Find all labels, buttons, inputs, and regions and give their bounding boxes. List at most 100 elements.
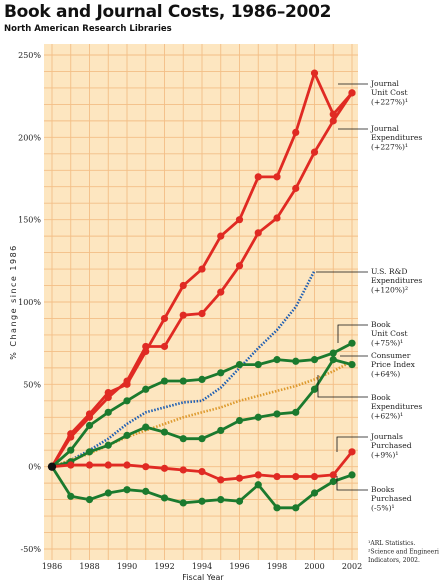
series-annotation: Expenditures [371,276,422,285]
series-annotation: Expenditures [371,402,422,411]
annotation-leader [337,324,368,343]
series-annotation: Journals [370,432,403,441]
annotation-leader [336,476,368,491]
data-point [217,288,225,296]
x-tick-label: 1992 [154,562,174,571]
y-tick-label: 50% [23,380,41,389]
footnote: ¹ARL Statistics. [368,540,415,547]
data-point [273,410,281,418]
data-point [160,428,169,436]
data-point [273,504,281,512]
data-point [142,385,150,393]
y-axis-label: % Change since 1986 [9,244,18,360]
data-point [123,377,131,385]
series-annotation: Purchased [371,494,412,503]
data-point [292,357,300,365]
series-annotation: Unit Cost [371,88,408,97]
data-point [85,496,94,504]
x-tick-label: 1998 [267,562,287,571]
x-tick-label: 2000 [304,562,324,571]
data-point [329,349,337,357]
data-point [85,461,94,469]
data-point [179,466,187,474]
data-point [310,489,319,497]
footnote: Indicators, 2002. [368,557,420,564]
data-point [329,471,337,479]
series-line [51,270,316,468]
series-annotation: Journal [370,124,400,133]
y-tick-label: 100% [18,298,41,307]
data-point [179,499,187,507]
data-point [273,214,281,222]
data-point [104,393,112,402]
data-point [292,504,300,512]
x-tick-label: 2002 [342,562,362,571]
data-point [217,496,225,504]
data-point [179,311,187,319]
footnote: ²Science and Engineering [368,549,439,556]
x-tick-label: 1994 [192,562,212,571]
data-point [292,184,300,192]
data-point [67,461,75,469]
data-point [160,377,169,385]
data-point [348,448,356,456]
series-annotation: (+75%)¹ [371,338,403,347]
data-point [235,416,244,425]
data-point [85,448,94,456]
x-tick-label: 1996 [229,562,249,571]
data-point [235,262,244,270]
data-point [123,431,131,439]
data-point [310,385,319,393]
series-annotation: Unit Cost [371,329,408,338]
series-annotation: (+9%)¹ [371,450,398,459]
data-point [198,309,206,318]
x-tick-label: 1988 [79,562,99,571]
data-point [235,360,244,369]
data-point [198,497,206,505]
y-tick-label: 250% [18,51,41,60]
data-point [123,486,131,494]
data-point [310,472,319,481]
chart-subtitle: North American Research Libraries [4,24,172,34]
series-annotation: (+64%) [371,369,400,378]
data-point [235,474,244,482]
y-tick-label: 200% [18,133,41,142]
data-point [142,342,150,351]
data-point [273,173,281,181]
data-point [329,477,337,486]
data-point [85,421,94,430]
data-point [254,360,262,369]
series-annotation: Expenditures [371,133,422,142]
series-annotation: Consumer [371,351,411,360]
series-annotation: (+227%)¹ [371,142,408,151]
data-point [104,441,112,449]
series-annotation: Price Index [371,360,416,369]
data-point [198,375,206,383]
data-point [123,461,131,469]
series-annotation: (+227%)¹ [371,97,408,106]
data-point [235,497,244,505]
data-point [310,356,319,364]
data-point [160,342,169,351]
data-point [160,464,169,472]
data-point [67,446,75,454]
data-point [142,487,150,495]
x-tick-label: 1986 [42,562,62,571]
data-point [67,433,75,441]
data-point [142,423,150,431]
data-point [310,148,319,156]
series-annotation: Book [371,393,391,402]
data-point [123,397,131,405]
data-point [292,472,300,481]
data-point [217,232,225,240]
y-tick-label: 0% [28,463,41,472]
origin-point [47,462,57,471]
data-point [198,435,206,443]
data-point [310,69,319,77]
data-point [254,413,262,421]
data-point [217,476,225,484]
data-point [329,356,337,364]
data-point [348,471,356,479]
data-point [104,461,112,469]
data-point [348,360,356,369]
